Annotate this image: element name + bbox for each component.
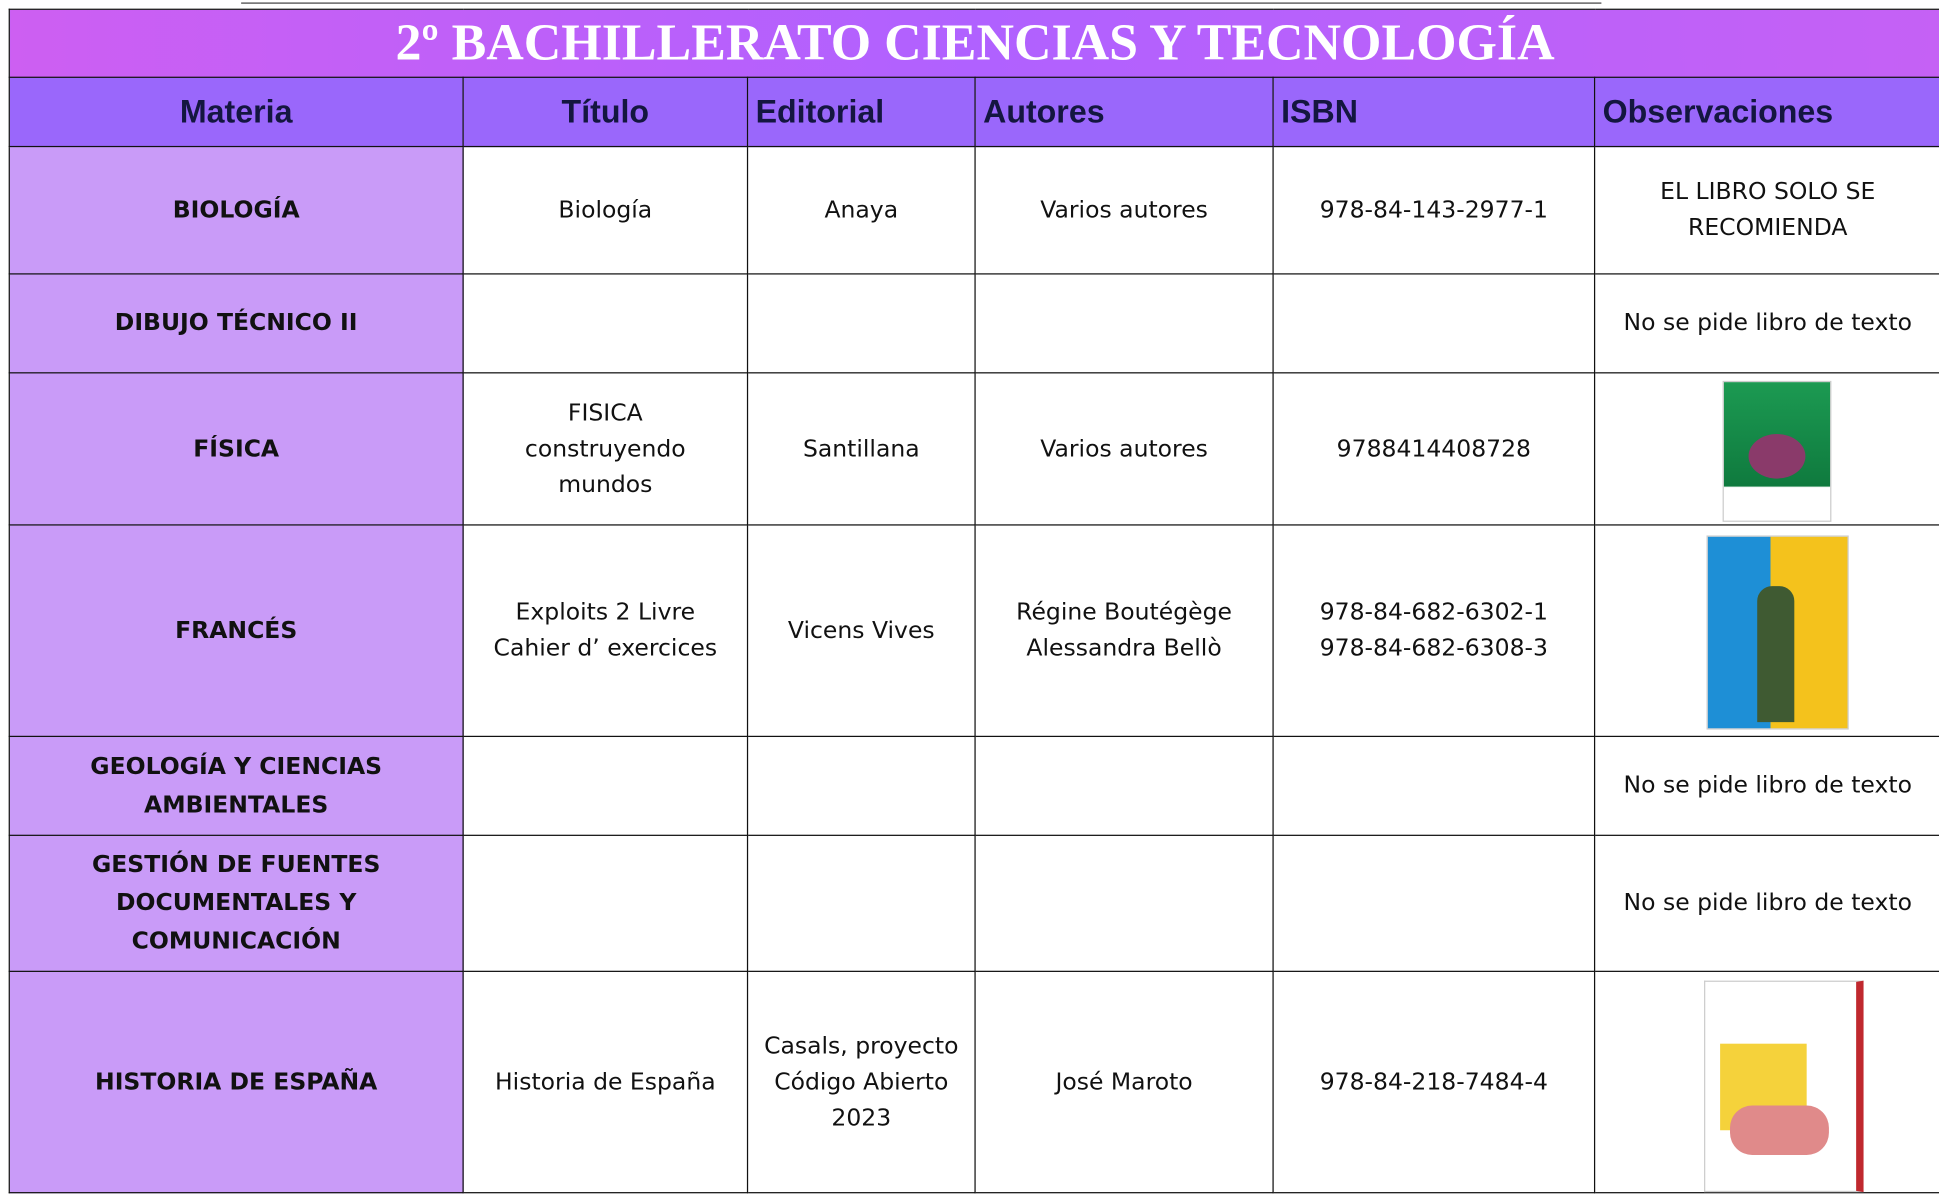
table-cell — [1272, 834, 1596, 972]
column-header: Materia — [8, 76, 464, 148]
table-cell — [462, 735, 749, 836]
table-row: GESTIÓN DE FUENTES DOCUMENTALES Y COMUNI… — [8, 834, 1939, 972]
cover-art — [1730, 1105, 1829, 1155]
column-header: Autores — [974, 76, 1274, 148]
table-row: HISTORIA DE ESPAÑA Historia de España Casa… — [8, 970, 1939, 1194]
table-cell: 978-84-143-2977-1 — [1272, 145, 1596, 275]
subject-cell: DIBUJO TÉCNICO II — [8, 273, 464, 374]
book-table: 2º BACHILLERATO CIENCIAS Y TECNOLOGÍA Ma… — [8, 8, 1939, 1194]
table-cell: Varios autores — [974, 145, 1274, 275]
book-cover — [1704, 980, 1864, 1193]
table-cell: FISICA construyendo mundos — [462, 372, 749, 526]
table-row: GEOLOGÍA Y CIENCIAS AMBIENTALES No se pid… — [8, 735, 1939, 836]
subject-cell: BIOLOGÍA — [8, 145, 464, 275]
subject-cell: FÍSICA — [8, 372, 464, 526]
column-header: Observaciones — [1593, 76, 1939, 148]
table-title: 2º BACHILLERATO CIENCIAS Y TECNOLOGÍA — [8, 8, 1939, 78]
table-cell: 978-84-218-7484-4 — [1272, 970, 1596, 1194]
column-header: Título — [462, 76, 749, 148]
table-cell: 9788414408728 — [1272, 372, 1596, 526]
column-header: ISBN — [1272, 76, 1596, 148]
table-cell: No se pide libro de texto — [1593, 735, 1939, 836]
cover-art — [1748, 434, 1806, 479]
table-cell: No se pide libro de texto — [1593, 834, 1939, 972]
column-header: Editorial — [746, 76, 976, 148]
table-row: DIBUJO TÉCNICO II No se pide libro de tex… — [8, 273, 1939, 374]
table-cell: Varios autores — [974, 372, 1274, 526]
table-cell: Historia de España — [462, 970, 749, 1194]
table-cell: Vicens Vives — [746, 524, 976, 738]
table-cell — [974, 735, 1274, 836]
table-cell: Exploits 2 Livre Cahier d’ exercices — [462, 524, 749, 738]
table-cell: No se pide libro de texto — [1593, 273, 1939, 374]
table-row: BIOLOGÍA Biología Anaya Varios autores 978-8… — [8, 145, 1939, 275]
table-cell: Anaya — [746, 145, 976, 275]
subject-cell: HISTORIA DE ESPAÑA — [8, 970, 464, 1194]
table-cell: Régine Boutégège Alessandra Bellò — [974, 524, 1274, 738]
table-cell — [1272, 735, 1596, 836]
table-cell: Biología — [462, 145, 749, 275]
table-cell: Santillana — [746, 372, 976, 526]
table-cell — [1272, 273, 1596, 374]
book-cover — [1722, 380, 1832, 522]
table-cell — [746, 273, 976, 374]
table-cell — [974, 273, 1274, 374]
table-cell — [462, 834, 749, 972]
table-cell — [974, 834, 1274, 972]
table-cell: José Maroto — [974, 970, 1274, 1194]
table-row: FÍSICA FISICA construyendo mundos Santilla… — [8, 372, 1939, 526]
table-cell — [462, 273, 749, 374]
table-cell: 978-84-682-6302-1 978-84-682-6308-3 — [1272, 524, 1596, 738]
rule — [241, 2, 1602, 4]
table-cell: EL LIBRO SOLO SE RECOMIENDA — [1593, 145, 1939, 275]
subject-cell: FRANCÉS — [8, 524, 464, 738]
subject-cell: GESTIÓN DE FUENTES DOCUMENTALES Y COMUNI… — [8, 834, 464, 972]
table-cell — [746, 834, 976, 972]
table-cell — [746, 735, 976, 836]
book-cover — [1706, 535, 1849, 730]
cover-art — [1757, 586, 1795, 723]
subject-cell: GEOLOGÍA Y CIENCIAS AMBIENTALES — [8, 735, 464, 836]
table-row: FRANCÉS Exploits 2 Livre Cahier d’ exerci… — [8, 524, 1939, 738]
table-cell: Casals, proyecto Código Abierto 2023 — [746, 970, 976, 1194]
